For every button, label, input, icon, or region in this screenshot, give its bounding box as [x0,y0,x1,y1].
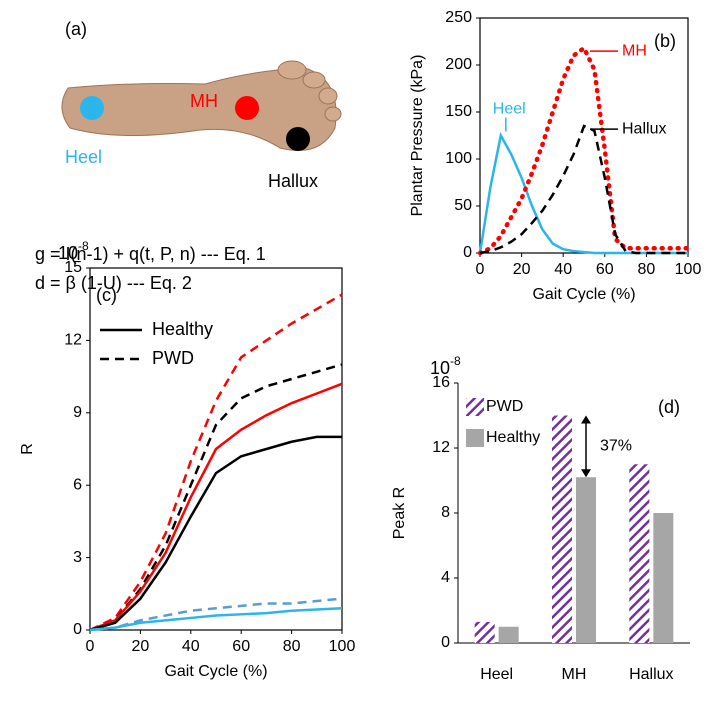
x-tick-label: 100 [675,261,702,278]
legend-swatch [466,429,484,447]
foot-label: Hallux [268,171,318,191]
x-axis-label: Gait Cycle (%) [532,286,635,303]
arrow-head [581,469,591,477]
x-tick-label: Hallux [629,666,673,683]
y-tick-label: 8 [441,504,450,521]
y-tick-label: 50 [454,197,472,214]
series-line [90,384,342,630]
multiplier-base: 10 [430,358,450,378]
y-tick-label: 12 [432,439,450,456]
x-tick-label: 60 [596,261,614,278]
x-tick-label: 20 [513,261,531,278]
series-label: Hallux [622,120,666,137]
legend-swatch [466,398,484,416]
series-line [480,48,688,253]
x-tick-label: 0 [476,261,485,278]
panel-label: (d) [658,397,680,417]
multiplier-exponent: -8 [450,354,461,368]
panel-label: (c) [96,285,117,305]
foot-label: MH [190,91,218,111]
y-tick-label: 6 [73,476,82,493]
series-line [480,136,688,254]
legend-label: Healthy [486,429,540,446]
annotation: 37% [600,438,632,455]
y-axis-label: Plantar Pressure (kPa) [409,55,426,217]
y-tick-label: 12 [64,332,82,349]
y-tick-label: 0 [463,244,472,261]
x-tick-label: 80 [283,638,301,655]
y-axis-label: R [19,443,36,455]
y-tick-label: 3 [73,549,82,566]
legend-label: PWD [486,398,523,415]
legend-label: PWD [152,348,194,368]
figure: (a) Heel MH Hallux g = I(n-1) + q(t, P, … [0,0,704,711]
y-tick-label: 0 [73,621,82,638]
bar [653,513,673,643]
series-line [480,126,688,253]
bar [552,416,572,644]
multiplier-exponent: -8 [78,239,89,253]
x-tick-label: 60 [232,638,250,655]
y-tick-label: 9 [73,404,82,421]
x-tick-label: Heel [480,666,513,683]
bar [629,464,649,643]
panel-label: (b) [654,31,676,51]
series-line [90,365,342,630]
x-tick-label: MH [562,666,587,683]
series-label: Heel [493,101,526,118]
x-tick-label: 0 [86,638,95,655]
y-tick-label: 200 [445,56,472,73]
x-tick-label: 20 [132,638,150,655]
legend-label: Healthy [152,319,213,339]
x-axis-label: Gait Cycle (%) [164,663,267,680]
x-tick-label: 80 [638,261,656,278]
y-tick-label: 250 [445,9,472,26]
x-tick-label: 40 [554,261,572,278]
x-tick-label: 40 [182,638,200,655]
x-tick-label: 100 [329,638,356,655]
panel-label: (a) [65,19,87,39]
axis-multiplier: 10-8 [430,354,461,378]
bar [475,622,495,643]
y-tick-label: 4 [441,569,450,586]
bar [499,627,519,643]
y-tick-label: 150 [445,103,472,120]
bar [576,477,596,643]
arrow-head [581,416,591,424]
y-tick-label: 100 [445,150,472,167]
y-axis-label: Peak R [391,487,408,539]
y-tick-label: 0 [441,634,450,651]
series-label: MH [622,42,647,59]
foot-label: Heel [65,147,102,167]
multiplier-base: 10 [58,243,78,263]
series-line [90,295,342,630]
